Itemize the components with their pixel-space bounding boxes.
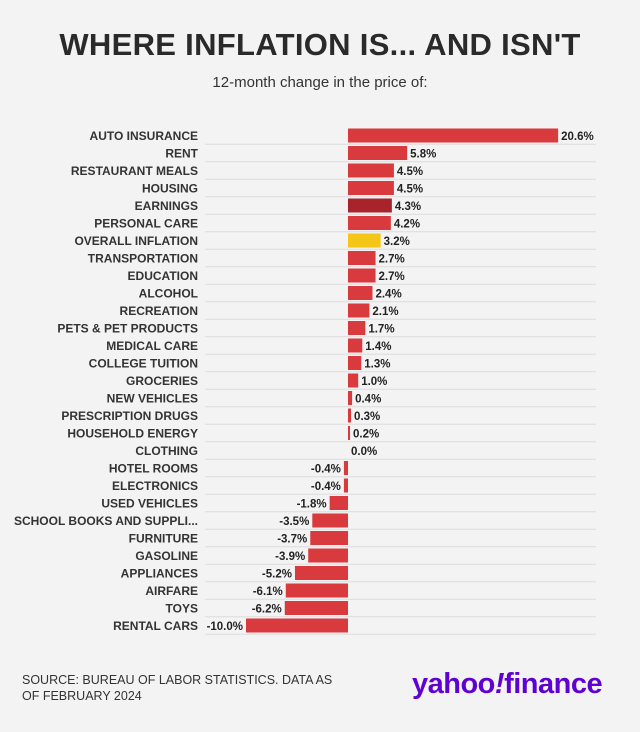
logo-suffix: finance bbox=[504, 668, 603, 700]
bar bbox=[310, 531, 348, 545]
value-label: -3.5% bbox=[279, 516, 309, 528]
category-label: TOYS bbox=[166, 602, 198, 616]
category-label: RENT bbox=[165, 147, 198, 161]
category-label: HOUSING bbox=[142, 182, 198, 196]
category-label: TRANSPORTATION bbox=[88, 252, 198, 266]
category-label: COLLEGE TUITION bbox=[89, 357, 198, 371]
bar bbox=[348, 426, 351, 440]
category-label: NEW VEHICLES bbox=[107, 392, 198, 406]
logo-word: yahoo bbox=[412, 668, 495, 700]
category-label: FURNITURE bbox=[129, 532, 198, 546]
category-label: GASOLINE bbox=[135, 549, 198, 563]
value-label: -3.9% bbox=[275, 551, 305, 563]
bar bbox=[312, 513, 348, 528]
bar bbox=[343, 478, 348, 493]
value-label: -10.0% bbox=[207, 621, 243, 633]
bar bbox=[348, 286, 373, 300]
value-label: -6.2% bbox=[252, 604, 282, 616]
value-label: 2.7% bbox=[379, 254, 405, 266]
bar bbox=[348, 233, 381, 248]
bar bbox=[348, 303, 370, 318]
bar bbox=[348, 373, 359, 388]
bar bbox=[348, 391, 353, 405]
category-label: GROCERIES bbox=[126, 374, 198, 388]
bar bbox=[246, 618, 348, 633]
category-label: USED VEHICLES bbox=[101, 497, 198, 511]
category-label: RENTAL CARS bbox=[113, 619, 198, 633]
bar bbox=[348, 408, 352, 423]
category-label: ALCOHOL bbox=[139, 287, 198, 301]
value-label: -5.2% bbox=[262, 569, 292, 581]
value-label: 1.4% bbox=[365, 341, 391, 353]
value-label: 0.2% bbox=[353, 429, 379, 441]
value-label: -0.4% bbox=[311, 481, 341, 493]
value-label: 0.3% bbox=[354, 411, 380, 423]
category-label: SCHOOL BOOKS AND SUPPLI... bbox=[14, 514, 198, 528]
chart-title: WHERE INFLATION IS... AND ISN'T bbox=[59, 27, 581, 62]
category-label: AUTO INSURANCE bbox=[90, 129, 198, 143]
category-label: RESTAURANT MEALS bbox=[71, 164, 198, 178]
category-label: AIRFARE bbox=[145, 584, 198, 598]
category-label: EARNINGS bbox=[135, 199, 198, 213]
value-label: 2.1% bbox=[372, 306, 398, 318]
chart-subtitle: 12-month change in the price of: bbox=[212, 74, 428, 91]
value-label: 2.7% bbox=[379, 271, 405, 283]
category-label: OVERALL INFLATION bbox=[74, 234, 198, 248]
category-label: PRESCRIPTION DRUGS bbox=[61, 409, 198, 423]
category-label: CLOTHING bbox=[135, 444, 198, 458]
bar bbox=[348, 146, 408, 160]
value-label: 1.0% bbox=[361, 376, 387, 388]
category-label: HOTEL ROOMS bbox=[109, 462, 198, 476]
bar bbox=[348, 251, 376, 265]
bar bbox=[348, 181, 394, 195]
value-label: -3.7% bbox=[277, 534, 307, 546]
bar bbox=[308, 548, 348, 563]
value-label: 2.4% bbox=[375, 289, 401, 301]
bar bbox=[348, 216, 391, 230]
category-label: APPLIANCES bbox=[121, 567, 198, 581]
bar bbox=[284, 601, 348, 615]
bar bbox=[348, 338, 363, 353]
bar bbox=[348, 198, 392, 213]
value-label: 1.3% bbox=[364, 359, 390, 371]
bar bbox=[348, 321, 366, 335]
value-label: -0.4% bbox=[311, 464, 341, 476]
value-label: 4.2% bbox=[394, 219, 420, 231]
category-label: HOUSEHOLD ENERGY bbox=[67, 427, 198, 441]
value-label: 1.7% bbox=[368, 324, 394, 336]
logo-bang: ! bbox=[494, 668, 505, 700]
value-label: 4.5% bbox=[397, 184, 423, 196]
category-label: PETS & PET PRODUCTS bbox=[57, 322, 198, 336]
value-label: 0.0% bbox=[351, 446, 377, 458]
value-label: 20.6% bbox=[561, 131, 594, 143]
bar bbox=[348, 128, 559, 143]
category-label: RECREATION bbox=[120, 304, 198, 318]
value-label: 3.2% bbox=[384, 236, 410, 248]
value-label: 5.8% bbox=[410, 149, 436, 161]
value-label: 0.4% bbox=[355, 394, 381, 406]
category-label: EDUCATION bbox=[128, 269, 198, 283]
bar bbox=[343, 461, 348, 475]
bar bbox=[348, 163, 394, 178]
value-label: 4.5% bbox=[397, 166, 423, 178]
value-label: 4.3% bbox=[395, 201, 421, 213]
value-label: -6.1% bbox=[253, 586, 283, 598]
value-label: -1.8% bbox=[297, 499, 327, 511]
bar-chart: AUTO INSURANCE 20.6% RENT 5.8% RESTAURANT ME… bbox=[14, 128, 596, 635]
source-note: SOURCE: BUREAU OF LABOR STATISTICS. DATA… bbox=[22, 673, 333, 703]
bar bbox=[285, 583, 348, 598]
yahoo-finance-logo: yahoo!finance bbox=[412, 668, 603, 701]
category-label: MEDICAL CARE bbox=[106, 339, 198, 353]
bar bbox=[329, 496, 348, 510]
category-label: PERSONAL CARE bbox=[94, 217, 198, 231]
category-label: ELECTRONICS bbox=[112, 479, 198, 493]
bar bbox=[348, 356, 362, 370]
bar bbox=[348, 268, 376, 283]
bar bbox=[294, 566, 348, 580]
